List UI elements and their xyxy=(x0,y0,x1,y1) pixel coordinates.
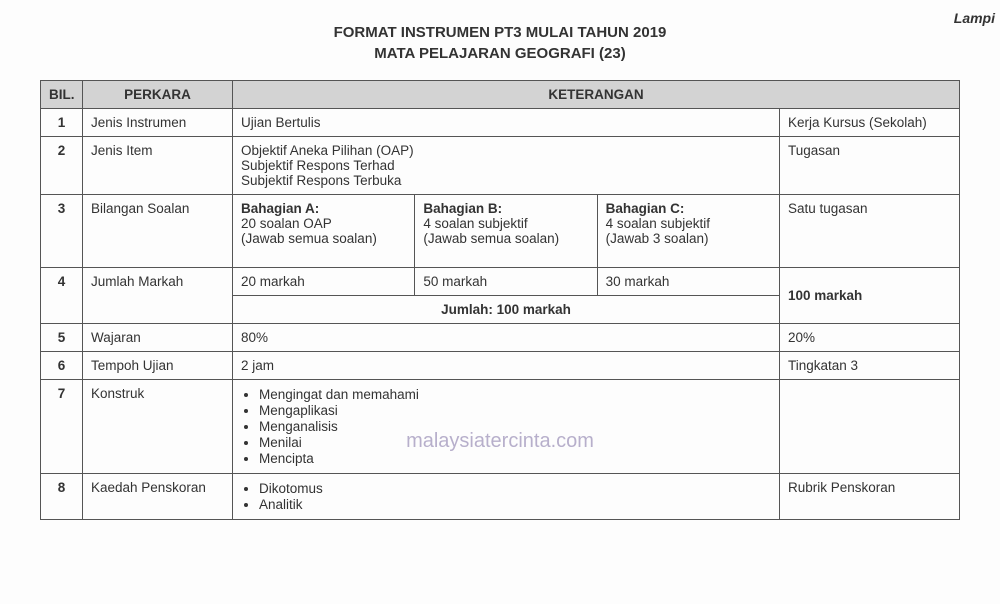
cell-perkara: Bilangan Soalan xyxy=(83,195,233,268)
text-line: (Jawab semua soalan) xyxy=(241,231,377,246)
cell-bahagian-a: Bahagian A: 20 soalan OAP (Jawab semua s… xyxy=(233,195,415,268)
header-perkara: PERKARA xyxy=(83,81,233,109)
cell-bil: 8 xyxy=(41,474,83,520)
cell-markah-c: 30 markah xyxy=(597,268,779,296)
cell-bil: 3 xyxy=(41,195,83,268)
cell-bil: 4 xyxy=(41,268,83,324)
text-line: Objektif Aneka Pilihan (OAP) xyxy=(241,143,414,158)
cell-jumlah: Jumlah: 100 markah xyxy=(233,296,780,324)
header-bil: BIL. xyxy=(41,81,83,109)
table-row: 1 Jenis Instrumen Ujian Bertulis Kerja K… xyxy=(41,109,960,137)
cell-bil: 7 xyxy=(41,380,83,474)
cell-keterangan: Mengingat dan memahami Mengaplikasi Meng… xyxy=(233,380,780,474)
list-item: Mencipta xyxy=(259,451,771,466)
title-line-1: FORMAT INSTRUMEN PT3 MULAI TAHUN 2019 xyxy=(40,24,960,41)
cell-perkara: Wajaran xyxy=(83,324,233,352)
title-line-2: MATA PELAJARAN GEOGRAFI (23) xyxy=(40,45,960,62)
table-row: 6 Tempoh Ujian 2 jam Tingkatan 3 xyxy=(41,352,960,380)
heading-c: Bahagian C: xyxy=(606,201,685,216)
list-item: Menilai xyxy=(259,435,771,450)
table-row: 5 Wajaran 80% 20% xyxy=(41,324,960,352)
cell-perkara: Jenis Item xyxy=(83,137,233,195)
cell-keterangan: Ujian Bertulis xyxy=(233,109,780,137)
list-item: Mengingat dan memahami xyxy=(259,387,771,402)
table-row: 8 Kaedah Penskoran Dikotomus Analitik Ru… xyxy=(41,474,960,520)
table-header-row: BIL. PERKARA KETERANGAN xyxy=(41,81,960,109)
cell-bil: 1 xyxy=(41,109,83,137)
format-table: BIL. PERKARA KETERANGAN 1 Jenis Instrume… xyxy=(40,80,960,520)
text-line: 4 soalan subjektif xyxy=(606,216,710,231)
text-line: (Jawab 3 soalan) xyxy=(606,231,709,246)
table-row: 2 Jenis Item Objektif Aneka Pilihan (OAP… xyxy=(41,137,960,195)
cell-keterangan-4: Tugasan xyxy=(779,137,959,195)
corner-label: Lampi xyxy=(954,10,995,26)
konstruk-list: Mengingat dan memahami Mengaplikasi Meng… xyxy=(241,387,771,466)
cell-perkara: Kaedah Penskoran xyxy=(83,474,233,520)
heading-b: Bahagian B: xyxy=(423,201,502,216)
cell-keterangan: Dikotomus Analitik xyxy=(233,474,780,520)
heading-a: Bahagian A: xyxy=(241,201,319,216)
cell-keterangan-4 xyxy=(779,380,959,474)
penskoran-list: Dikotomus Analitik xyxy=(241,481,771,512)
cell-perkara: Jumlah Markah xyxy=(83,268,233,324)
cell-keterangan-4: Satu tugasan xyxy=(779,195,959,268)
cell-bil: 6 xyxy=(41,352,83,380)
cell-bil: 2 xyxy=(41,137,83,195)
text-line: Subjektif Respons Terhad xyxy=(241,158,395,173)
cell-markah-b: 50 markah xyxy=(415,268,597,296)
list-item: Menganalisis xyxy=(259,419,771,434)
cell-keterangan-4: Tingkatan 3 xyxy=(779,352,959,380)
cell-keterangan: 80% xyxy=(233,324,780,352)
list-item: Analitik xyxy=(259,497,771,512)
cell-bahagian-c: Bahagian C: 4 soalan subjektif (Jawab 3 … xyxy=(597,195,779,268)
cell-keterangan-4: 20% xyxy=(779,324,959,352)
cell-markah-a: 20 markah xyxy=(233,268,415,296)
text-line: (Jawab semua soalan) xyxy=(423,231,559,246)
cell-keterangan: 2 jam xyxy=(233,352,780,380)
text-line: 4 soalan subjektif xyxy=(423,216,527,231)
table-row: 4 Jumlah Markah 20 markah 50 markah 30 m… xyxy=(41,268,960,296)
cell-keterangan-4: Kerja Kursus (Sekolah) xyxy=(779,109,959,137)
cell-bahagian-b: Bahagian B: 4 soalan subjektif (Jawab se… xyxy=(415,195,597,268)
text-line: 20 soalan OAP xyxy=(241,216,332,231)
cell-keterangan-4: Rubrik Penskoran xyxy=(779,474,959,520)
cell-perkara: Tempoh Ujian xyxy=(83,352,233,380)
table-row: 7 Konstruk Mengingat dan memahami Mengap… xyxy=(41,380,960,474)
header-keterangan: KETERANGAN xyxy=(233,81,960,109)
cell-keterangan: Objektif Aneka Pilihan (OAP) Subjektif R… xyxy=(233,137,780,195)
table-row: 3 Bilangan Soalan Bahagian A: 20 soalan … xyxy=(41,195,960,268)
cell-keterangan-4: 100 markah xyxy=(779,268,959,324)
cell-bil: 5 xyxy=(41,324,83,352)
list-item: Mengaplikasi xyxy=(259,403,771,418)
list-item: Dikotomus xyxy=(259,481,771,496)
cell-perkara: Jenis Instrumen xyxy=(83,109,233,137)
text-line: Subjektif Respons Terbuka xyxy=(241,173,401,188)
cell-perkara: Konstruk xyxy=(83,380,233,474)
